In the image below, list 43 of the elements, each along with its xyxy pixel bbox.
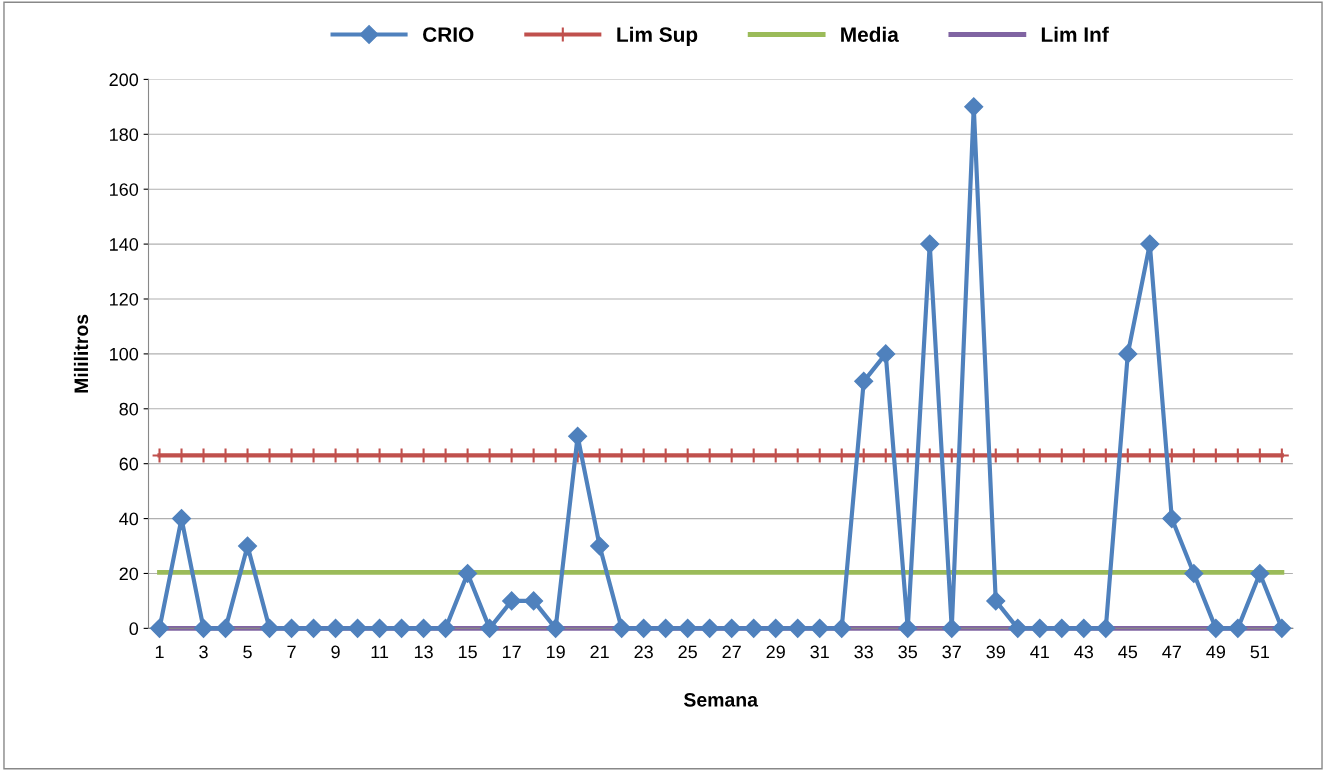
x-tick-label: 11: [371, 645, 389, 659]
y-tick-label: 120: [110, 292, 139, 306]
legend-label: CRIO: [423, 27, 474, 42]
x-tick-label: 41: [1030, 645, 1049, 659]
x-tick-label: 51: [1250, 645, 1269, 659]
x-tick-label: 49: [1206, 645, 1226, 659]
x-tick-label: 29: [766, 645, 785, 659]
x-axis-title: Semana: [683, 692, 759, 707]
y-tick-label: 40: [119, 512, 139, 526]
x-tick-label: 3: [199, 645, 208, 659]
x-tick-label: 43: [1074, 645, 1094, 659]
legend-label: Lim Inf: [1041, 26, 1109, 42]
x-tick-label: 7: [287, 645, 296, 659]
y-tick-label: 140: [110, 238, 139, 251]
x-tick-label: 35: [898, 645, 918, 659]
y-tick-label: 200: [109, 73, 139, 87]
y-tick-label: 160: [110, 183, 139, 196]
y-tick-label: 80: [119, 402, 139, 416]
y-tick-label: 60: [119, 457, 139, 471]
x-tick-label: 9: [331, 645, 340, 659]
y-tick-label: 0: [129, 622, 139, 636]
x-tick-label: 5: [243, 645, 252, 659]
y-tick-label: 100: [110, 347, 139, 361]
x-tick-label: 33: [854, 645, 873, 659]
x-tick-label: 23: [634, 645, 653, 659]
x-tick-label: 17: [502, 645, 521, 659]
legend-label: Lim Sup: [617, 26, 698, 47]
x-tick-label: 1: [155, 645, 164, 659]
x-tick-label: 37: [942, 645, 961, 659]
y-tick-label: 20: [119, 567, 139, 581]
x-tick-label: 15: [458, 645, 477, 659]
x-tick-label: 31: [810, 645, 829, 659]
x-tick-label: 39: [986, 645, 1005, 659]
x-tick-label: 21: [590, 645, 609, 659]
x-tick-label: 45: [1118, 645, 1138, 659]
x-tick-label: 19: [546, 645, 565, 659]
x-tick-label: 13: [414, 645, 433, 659]
x-tick-label: 25: [678, 645, 697, 659]
y-axis-title: Mililitros: [73, 314, 89, 393]
x-tick-label: 47: [1162, 645, 1181, 659]
legend-label: Media: [841, 26, 899, 42]
y-tick-label: 180: [110, 128, 139, 142]
x-tick-label: 27: [722, 645, 741, 659]
